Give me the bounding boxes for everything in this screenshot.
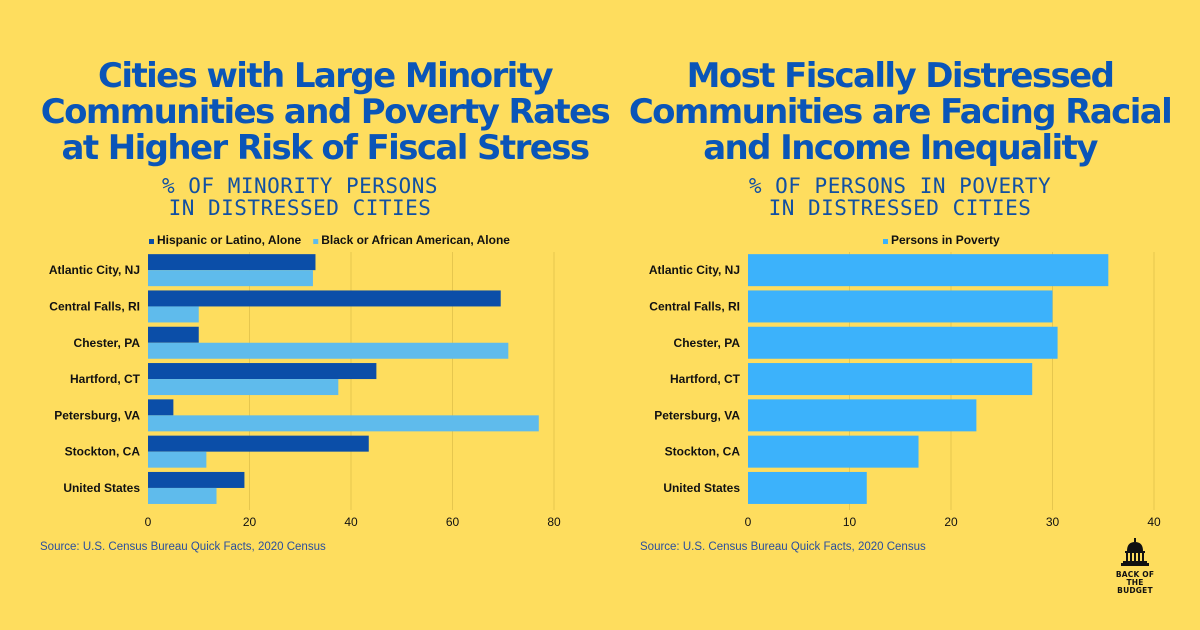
x-tick-label: 20 xyxy=(243,515,257,529)
category-label: Central Falls, RI xyxy=(649,299,740,313)
left-panel: Cities with Large Minority Communities a… xyxy=(0,58,611,553)
right-title-line-2: Communities are Facing Racial xyxy=(628,92,1173,132)
poverty-bar-chart: 0 10 20 30 40 Persons in Poverty Atlantic City… xyxy=(649,233,1161,529)
category-label: Central Falls, RI xyxy=(49,299,140,313)
logo-line-2: BUDGET xyxy=(1117,586,1153,595)
left-subtitle-line-1: % OF MINORITY PERSONS xyxy=(161,174,438,198)
left-title-line-1: Cities with Large Minority xyxy=(98,56,554,96)
right-title: Most Fiscally Distressed Communities are… xyxy=(600,58,1200,166)
logo-line-1: BACK OF THE xyxy=(1115,570,1155,587)
bar-hispanic-or-latino-alone-hartford-ct xyxy=(148,363,377,380)
category-label: United States xyxy=(663,481,740,495)
category-label: Hartford, CT xyxy=(670,372,741,386)
category-label: United States xyxy=(63,481,140,495)
left-subtitle: % OF MINORITY PERSONS IN DISTRESSED CITI… xyxy=(0,175,600,219)
left-title-line-2: Communities and Poverty Rates xyxy=(40,92,611,132)
category-label: Hartford, CT xyxy=(70,372,141,386)
bar-persons-in-poverty-central-falls-ri xyxy=(748,290,1053,323)
left-source: Source: U.S. Census Bureau Quick Facts, … xyxy=(40,541,326,553)
legend-label: Hispanic or Latino, Alone xyxy=(157,233,302,247)
back-of-the-budget-logo: BACK OF THE BUDGET xyxy=(1110,538,1160,595)
bar-black-or-african-american-alone-petersburg-va xyxy=(148,415,539,432)
bar-black-or-african-american-alone-hartford-ct xyxy=(148,379,339,396)
x-tick-label: 40 xyxy=(344,515,358,529)
bar-persons-in-poverty-united-states xyxy=(748,471,867,504)
capitol-dome-icon xyxy=(1121,538,1149,566)
x-tick-label: 80 xyxy=(547,515,561,529)
x-tick-label: 10 xyxy=(843,515,857,529)
bar-black-or-african-american-alone-atlantic-city-nj xyxy=(148,270,313,287)
category-label: Chester, PA xyxy=(74,336,141,350)
legend-swatch xyxy=(883,239,888,244)
x-tick-label: 0 xyxy=(145,515,152,529)
right-subtitle: % OF PERSONS IN POVERTY IN DISTRESSED CI… xyxy=(600,175,1200,219)
category-label: Petersburg, VA xyxy=(654,408,740,422)
bar-black-or-african-american-alone-united-states xyxy=(148,487,217,504)
right-subtitle-line-1: % OF PERSONS IN POVERTY xyxy=(748,174,1052,198)
bar-hispanic-or-latino-alone-united-states xyxy=(148,471,245,488)
x-tick-label: 0 xyxy=(745,515,752,529)
category-label: Atlantic City, NJ xyxy=(649,263,740,277)
bar-hispanic-or-latino-alone-central-falls-ri xyxy=(148,290,501,307)
bar-hispanic-or-latino-alone-petersburg-va xyxy=(148,399,174,416)
bar-hispanic-or-latino-alone-atlantic-city-nj xyxy=(148,254,316,271)
bar-persons-in-poverty-petersburg-va xyxy=(748,399,977,432)
right-title-line-1: Most Fiscally Distressed xyxy=(686,56,1115,96)
x-tick-label: 40 xyxy=(1147,515,1161,529)
category-label: Atlantic City, NJ xyxy=(49,263,140,277)
left-subtitle-line-2: IN DISTRESSED CITIES xyxy=(168,196,432,220)
x-tick-label: 20 xyxy=(944,515,958,529)
right-subtitle-line-2: IN DISTRESSED CITIES xyxy=(768,196,1032,220)
bar-black-or-african-american-alone-stockton-ca xyxy=(148,451,207,468)
minority-bar-chart: 0 20 40 60 80 Hispanic or Latino, Alone Black … xyxy=(49,233,561,529)
x-tick-label: 30 xyxy=(1046,515,1060,529)
logo-text: BACK OF THE BUDGET xyxy=(1110,571,1160,595)
right-panel: Most Fiscally Distressed Communities are… xyxy=(600,0,1200,630)
category-label: Chester, PA xyxy=(674,336,741,350)
left-title: Cities with Large Minority Communities a… xyxy=(25,58,625,166)
bar-persons-in-poverty-atlantic-city-nj xyxy=(748,254,1109,287)
right-source: Source: U.S. Census Bureau Quick Facts, … xyxy=(640,541,926,553)
legend-swatch xyxy=(149,239,154,244)
right-title-line-3: and Income Inequality xyxy=(703,128,1098,168)
bar-hispanic-or-latino-alone-chester-pa xyxy=(148,326,199,343)
legend-swatch xyxy=(313,239,319,244)
category-label: Petersburg, VA xyxy=(54,408,140,422)
category-label: Stockton, CA xyxy=(665,445,741,459)
bar-persons-in-poverty-chester-pa xyxy=(748,326,1058,359)
category-label: Stockton, CA xyxy=(65,445,141,459)
bar-black-or-african-american-alone-chester-pa xyxy=(148,342,509,359)
legend-label: Persons in Poverty xyxy=(891,233,1000,247)
legend-label: Black or African American, Alone xyxy=(321,233,510,247)
bar-persons-in-poverty-stockton-ca xyxy=(748,435,919,468)
bar-black-or-african-american-alone-central-falls-ri xyxy=(148,306,199,323)
bar-persons-in-poverty-hartford-ct xyxy=(748,363,1033,396)
bar-hispanic-or-latino-alone-stockton-ca xyxy=(148,435,369,452)
left-title-line-3: at Higher Risk of Fiscal Stress xyxy=(61,128,590,168)
x-tick-label: 60 xyxy=(446,515,460,529)
